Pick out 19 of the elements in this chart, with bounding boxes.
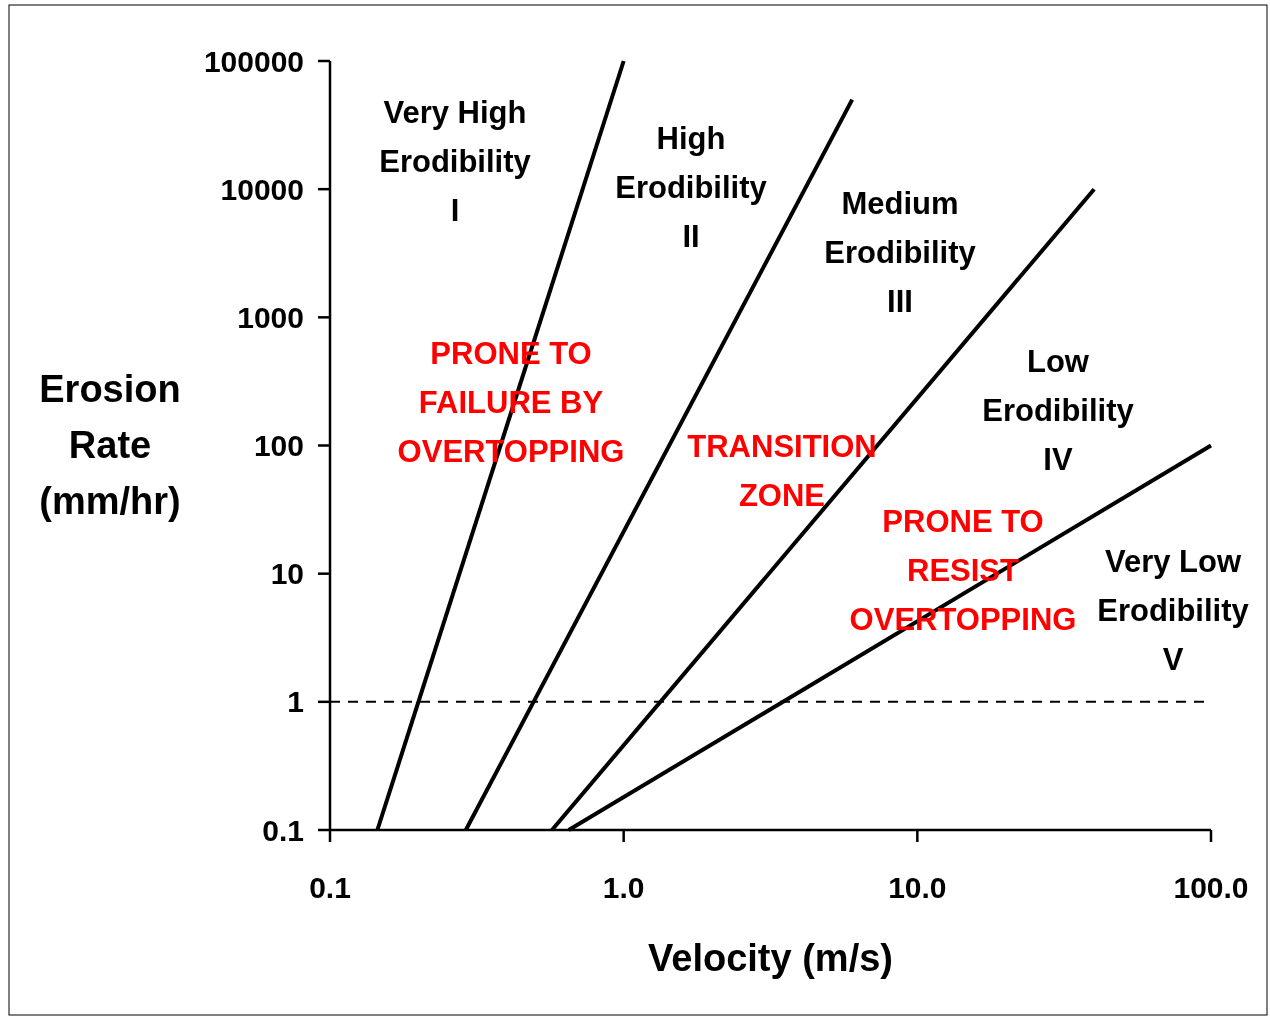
y-tick-label: 100000	[203, 44, 304, 78]
y-tick-label: 10000	[220, 172, 304, 206]
x-tick-label: 100.0	[1173, 870, 1249, 904]
y-tick-label: 1	[287, 685, 304, 719]
y-tick-label: 0.1	[262, 813, 304, 847]
annotation: TRANSITION ZONE	[687, 429, 877, 514]
annotation: Medium Erodibility III	[824, 185, 977, 319]
y-axis-title: Erosion Rate (mm/hr)	[39, 368, 181, 523]
x-tick-label: 1.0	[602, 870, 645, 904]
y-tick-label: 10	[270, 557, 304, 591]
annotation: High Erodibility II	[615, 120, 768, 254]
x-axis-title: Velocity (m/s)	[648, 937, 893, 980]
annotation: Very Low Erodibility V	[1097, 543, 1250, 677]
annotation: Low Erodibility IV	[982, 343, 1135, 477]
x-tick-label: 0.1	[309, 870, 351, 904]
y-tick-label: 100	[253, 429, 304, 462]
x-tick-label: 10.0	[888, 870, 947, 904]
annotation: Very High Erodibility I	[379, 94, 532, 228]
y-tick-label: 1000	[237, 300, 304, 334]
